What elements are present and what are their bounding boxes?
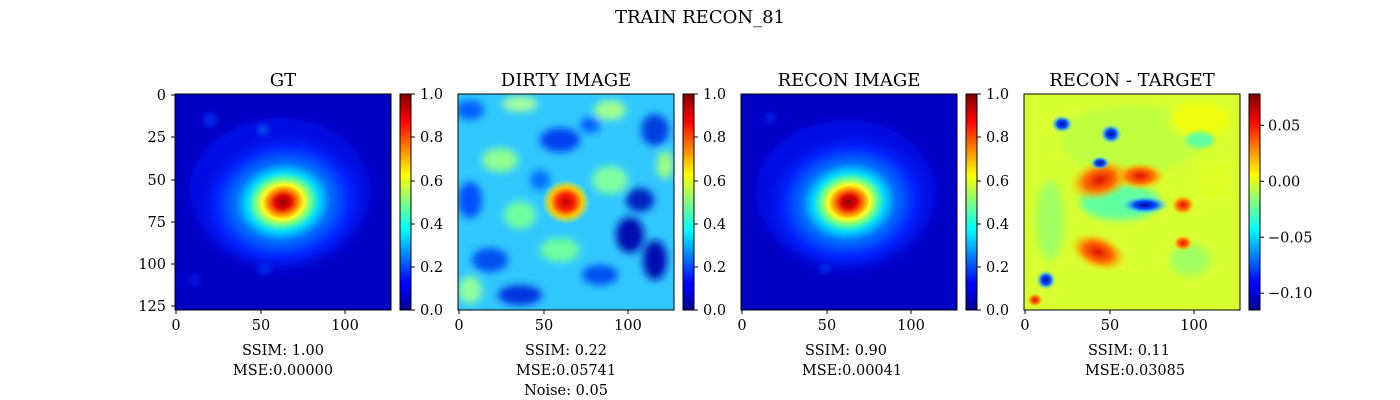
y-tick-label: 50 — [148, 173, 166, 189]
stat-noise-dirty: Noise: 0.05 — [524, 383, 608, 399]
stat-ssim-gt: SSIM: 1.00 — [242, 343, 324, 359]
image-diff — [1024, 94, 1240, 310]
x-tick-label: 100 — [614, 318, 642, 334]
x-tick-label: 50 — [1101, 318, 1119, 334]
x-tick-label: 100 — [1180, 318, 1208, 334]
stat-mse-recon: MSE:0.00041 — [802, 363, 902, 379]
y-tick-label: 0 — [157, 88, 166, 104]
y-axis-gt: 0 25 50 75 100 125 — [138, 88, 175, 315]
colorbar-tick-label: 0.4 — [420, 217, 443, 233]
figure-title: TRAIN RECON_81 — [615, 7, 785, 28]
y-tick-label: 25 — [148, 130, 166, 146]
colorbar-gt: 0.0 0.2 0.4 0.6 0.8 1.0 — [399, 87, 443, 319]
colorbar-tick-label: 0.6 — [986, 174, 1009, 190]
colorbar-ticks: 0.0 0.2 0.4 0.6 0.8 1.0 — [411, 87, 443, 319]
colorbar-tick-label: 0.0 — [420, 303, 443, 319]
panel-title-recon: RECON IMAGE — [778, 70, 921, 91]
panel-recon: RECON IMAGE 0 50 100 0.0 0.2 0.4 0.6 0.8… — [737, 70, 1009, 379]
colorbar-tick-label: 0.8 — [703, 130, 726, 146]
colorbar-tick-label: 0.4 — [703, 217, 726, 233]
x-axis-recon: 0 50 100 — [737, 310, 925, 334]
colorbar-dirty: 0.0 0.2 0.4 0.6 0.8 1.0 — [682, 87, 726, 319]
panel-title-gt: GT — [270, 70, 296, 91]
x-tick-label: 0 — [171, 318, 180, 334]
stat-ssim-recon: SSIM: 0.90 — [805, 343, 887, 359]
image-dirty — [458, 94, 674, 310]
colorbar-recon: 0.0 0.2 0.4 0.6 0.8 1.0 — [965, 87, 1009, 319]
panel-diff: RECON - TARGET — [1020, 70, 1312, 379]
stat-ssim-diff: SSIM: 0.11 — [1088, 343, 1170, 359]
x-tick-label: 100 — [331, 318, 359, 334]
panel-title-diff: RECON - TARGET — [1049, 70, 1215, 91]
colorbar-tick-label: 1.0 — [420, 87, 443, 103]
x-tick-label: 50 — [818, 318, 836, 334]
colorbar-tick-label: 0.2 — [420, 260, 443, 276]
stat-mse-gt: MSE:0.00000 — [233, 363, 333, 379]
x-tick-label: 100 — [897, 318, 925, 334]
colorbar-tick-label: −0.10 — [1268, 286, 1312, 302]
panel-title-dirty: DIRTY IMAGE — [501, 70, 631, 91]
stat-ssim-dirty: SSIM: 0.22 — [525, 343, 607, 359]
colorbar-tick-label: 0.0 — [986, 303, 1009, 319]
colorbar-tick-label: −0.05 — [1268, 230, 1312, 246]
panel-gt: GT 0 50 100 0 25 50 — [138, 70, 443, 379]
x-tick-label: 50 — [252, 318, 270, 334]
x-tick-label: 0 — [737, 318, 746, 334]
colorbar-tick-label: 0.0 — [703, 303, 726, 319]
image-gt — [175, 94, 391, 310]
colorbar-tick-label: 0.00 — [1268, 174, 1300, 190]
panel-dirty: DIRTY IMAGE — [454, 70, 726, 399]
x-axis-dirty: 0 50 100 — [454, 310, 642, 334]
colorbar-tick-label: 0.4 — [986, 217, 1009, 233]
colorbar-tick-label: 1.0 — [986, 87, 1009, 103]
y-tick-label: 125 — [138, 299, 166, 315]
colorbar-tick-label: 0.2 — [986, 260, 1009, 276]
x-tick-label: 50 — [535, 318, 553, 334]
colorbar-tick-label: 0.6 — [703, 174, 726, 190]
x-tick-label: 0 — [454, 318, 463, 334]
y-tick-label: 75 — [148, 215, 166, 231]
colorbar-tick-label: 0.8 — [986, 130, 1009, 146]
colorbar-tick-label: 0.2 — [703, 260, 726, 276]
colorbar-tick-label: 1.0 — [703, 87, 726, 103]
colorbar-tick-label: 0.8 — [420, 130, 443, 146]
colorbar-tick-label: 0.6 — [420, 174, 443, 190]
x-tick-label: 0 — [1020, 318, 1029, 334]
x-axis-diff: 0 50 100 — [1020, 310, 1208, 334]
stat-mse-diff: MSE:0.03085 — [1085, 363, 1185, 379]
colorbar-diff: 0.05 0.00 −0.05 −0.10 — [1248, 93, 1312, 311]
stat-mse-dirty: MSE:0.05741 — [516, 363, 616, 379]
image-recon — [741, 94, 957, 310]
colorbar-tick-label: 0.05 — [1268, 118, 1300, 134]
x-axis-gt: 0 50 100 — [171, 310, 359, 334]
y-tick-label: 100 — [138, 257, 166, 273]
